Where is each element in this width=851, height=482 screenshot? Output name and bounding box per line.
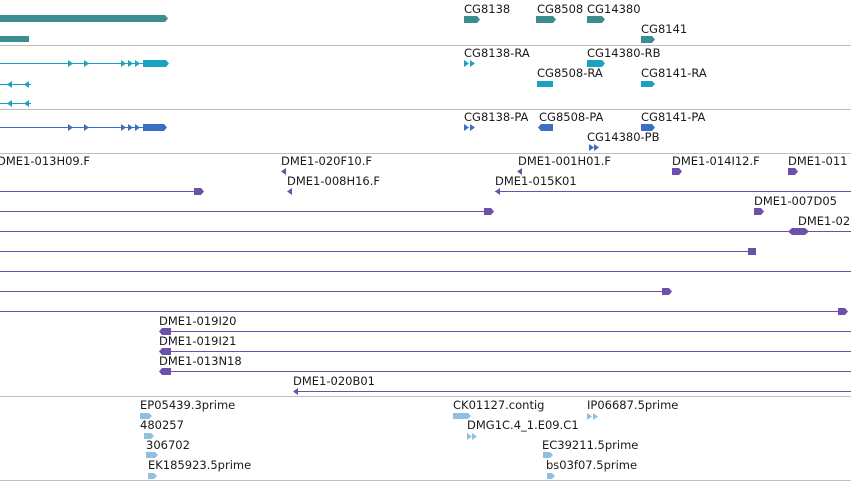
feature-label[interactable]: DME1-007D05 xyxy=(754,194,837,208)
clone-end xyxy=(194,188,204,195)
clone-end xyxy=(484,208,494,215)
transcript-exon xyxy=(143,60,169,67)
est-glyph xyxy=(453,413,471,419)
feature-label[interactable]: DME1-001H01.F xyxy=(518,154,612,168)
strand-arrow-right xyxy=(467,433,472,440)
feature-label[interactable]: CG8508 xyxy=(537,2,584,16)
feature-label[interactable]: DME1-011 xyxy=(788,154,848,168)
feature-label[interactable]: CG14380-PB xyxy=(587,130,660,144)
strand-arrow-left xyxy=(293,388,298,395)
cds-exon xyxy=(143,124,167,131)
feature-label[interactable]: DME1-020B01 xyxy=(293,374,375,388)
cds-exon xyxy=(641,124,655,131)
strand-arrow-right xyxy=(128,60,133,67)
strand-arrow-right xyxy=(128,124,133,131)
feature-label[interactable]: DMG1C.4_1.E09.C1 xyxy=(467,418,579,432)
gene-bar xyxy=(0,15,168,22)
gene-glyph xyxy=(641,36,655,43)
transcript-exon xyxy=(641,81,655,87)
strand-arrow-left xyxy=(495,188,500,195)
feature-label[interactable]: bs03f07.5prime xyxy=(546,458,638,472)
strand-arrow-left xyxy=(7,81,12,88)
clone-end xyxy=(159,348,171,355)
strand-arrow-right xyxy=(135,124,140,131)
feature-label[interactable]: EC39211.5prime xyxy=(542,438,639,452)
strand-arrow-left xyxy=(281,168,286,175)
feature-label[interactable]: DME1-019I21 xyxy=(159,334,237,348)
strand-arrow-right xyxy=(68,124,73,131)
feature-label[interactable]: CG8141 xyxy=(641,22,688,36)
feature-label[interactable]: DME1-008H16.F xyxy=(287,174,381,188)
strand-arrow-right xyxy=(84,60,89,67)
strand-arrow-left xyxy=(7,100,12,107)
feature-label[interactable]: DME1-019I20 xyxy=(159,314,237,328)
clone-end xyxy=(159,328,171,335)
feature-label[interactable]: IP06687.5prime xyxy=(587,398,679,412)
clone-end xyxy=(788,228,809,235)
strand-arrow-right xyxy=(135,60,140,67)
est-glyph xyxy=(140,413,152,419)
strand-arrow-left xyxy=(287,188,292,195)
feature-label[interactable]: CG14380-RB xyxy=(587,46,661,60)
est-glyph xyxy=(144,433,154,439)
feature-label[interactable]: CG8141-RA xyxy=(641,66,707,80)
cds-exon xyxy=(538,124,553,131)
strand-arrow-right xyxy=(84,124,89,131)
feature-label[interactable]: 480257 xyxy=(140,418,184,432)
clone-end xyxy=(662,288,672,295)
feature-label[interactable]: DME1-013H09.F xyxy=(0,154,91,168)
strand-arrow-right xyxy=(593,413,598,420)
clone-end xyxy=(754,208,764,215)
strand-arrow-right xyxy=(470,60,475,67)
strand-arrow-right xyxy=(472,433,477,440)
feature-label[interactable]: CG8141-PA xyxy=(641,110,706,124)
clone-end xyxy=(672,168,682,175)
strand-arrow-right xyxy=(68,60,73,67)
feature-label[interactable]: DME1-014I12.F xyxy=(672,154,760,168)
feature-label[interactable]: CG14380 xyxy=(587,2,641,16)
feature-label[interactable]: CG8508-PA xyxy=(539,110,604,124)
feature-label[interactable]: CG8138-RA xyxy=(464,46,530,60)
strand-arrow-right xyxy=(121,124,126,131)
strand-arrow-right xyxy=(464,124,469,131)
transcript-exon xyxy=(587,60,605,67)
strand-arrow-left xyxy=(517,168,522,175)
strand-arrow-left xyxy=(24,81,29,88)
strand-arrow-right xyxy=(587,413,592,420)
gene-glyph xyxy=(587,16,605,23)
feature-label[interactable]: DME1-015K01 xyxy=(495,174,577,188)
clone-end xyxy=(748,248,756,255)
gene-glyph xyxy=(536,16,556,23)
feature-label[interactable]: EP05439.3prime xyxy=(140,398,236,412)
clone-end xyxy=(788,168,798,175)
est-glyph xyxy=(547,473,555,479)
gene-bar xyxy=(0,36,29,42)
strand-arrow-right xyxy=(464,60,469,67)
clone-end xyxy=(838,308,848,315)
feature-label[interactable]: CG8138 xyxy=(464,2,511,16)
feature-label[interactable]: 306702 xyxy=(146,438,190,452)
gene-glyph xyxy=(464,16,480,23)
est-glyph xyxy=(543,452,553,458)
strand-arrow-right xyxy=(121,60,126,67)
feature-label[interactable]: DME1-013N18 xyxy=(159,354,242,368)
feature-label[interactable]: CG8138-PA xyxy=(464,110,529,124)
strand-arrow-right xyxy=(589,144,594,151)
feature-label[interactable]: DME1-020F10.F xyxy=(281,154,372,168)
transcript-exon xyxy=(537,81,553,87)
strand-arrow-right xyxy=(594,144,599,151)
strand-arrow-left xyxy=(24,100,29,107)
clone-end xyxy=(159,368,171,375)
strand-arrow-right xyxy=(470,124,475,131)
feature-label[interactable]: EK185923.5prime xyxy=(148,458,252,472)
feature-label[interactable]: CG8508-RA xyxy=(537,66,603,80)
est-glyph xyxy=(146,452,158,458)
feature-label[interactable]: DME1-02 xyxy=(798,214,851,228)
feature-label[interactable]: CK01127.contig xyxy=(453,398,545,412)
est-glyph xyxy=(148,473,157,479)
